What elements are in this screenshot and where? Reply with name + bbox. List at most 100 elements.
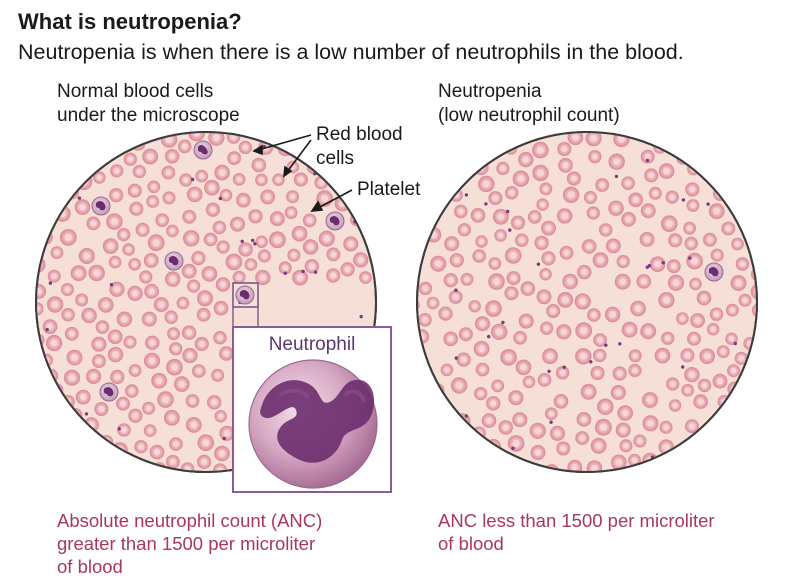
platelet: [589, 360, 593, 364]
red-blood-cell-center: [714, 252, 721, 258]
neutropenia-blood-field: [416, 131, 758, 473]
red-blood-cell-center: [690, 257, 699, 265]
red-blood-cell-center: [479, 320, 486, 328]
red-blood-cell-center: [492, 277, 501, 286]
red-blood-cell-center: [422, 316, 428, 323]
platelet: [313, 270, 318, 274]
platelet: [547, 369, 551, 373]
red-blood-cell-center: [688, 240, 695, 247]
red-blood-cell-center: [561, 145, 568, 153]
red-blood-cell-center: [665, 220, 673, 228]
red-blood-cell-center: [728, 335, 735, 342]
red-blood-cell-center: [165, 169, 172, 176]
neutrophil-cell: [704, 262, 724, 282]
platelet: [84, 412, 89, 416]
red-blood-cell-center: [172, 345, 179, 352]
red-blood-cell-center: [216, 224, 223, 231]
red-blood-cell-center: [517, 334, 524, 341]
neutrophil-cell: [235, 285, 255, 305]
red-blood-cell-center: [195, 367, 202, 375]
red-blood-cell-center: [79, 393, 87, 401]
neutrophil-cell: [91, 196, 111, 216]
red-blood-cell-center: [307, 243, 314, 251]
red-blood-cell-center: [637, 438, 643, 444]
platelet: [464, 414, 469, 418]
red-blood-cell-center: [157, 301, 165, 308]
red-blood-cell-center: [264, 193, 272, 201]
red-blood-cell-center: [182, 177, 189, 183]
red-blood-cell-center: [347, 240, 355, 248]
red-blood-cell-center: [462, 331, 470, 338]
red-blood-cell-center: [692, 281, 699, 287]
red-blood-cell-center: [585, 243, 593, 250]
red-blood-cell-center: [139, 226, 146, 233]
red-blood-cell-center: [492, 195, 499, 202]
red-blood-cell-center: [595, 442, 603, 450]
red-blood-cell-center: [590, 311, 598, 319]
red-blood-cell-center: [79, 203, 86, 211]
red-blood-cell-center: [599, 423, 608, 432]
red-blood-cell-center: [242, 144, 249, 151]
red-blood-cell-center: [119, 400, 127, 407]
neutrophil-cell: [325, 211, 345, 231]
red-blood-cell-center: [95, 358, 102, 365]
red-blood-cell-center: [169, 275, 177, 283]
red-blood-cell-center: [200, 458, 208, 466]
red-blood-cell-center: [477, 390, 484, 397]
red-blood-cell-center: [186, 352, 194, 359]
red-blood-cell-center: [648, 172, 655, 179]
red-blood-cell-center: [127, 339, 133, 345]
red-blood-cell-center: [133, 205, 140, 212]
platelet: [549, 420, 553, 424]
red-blood-cell-center: [230, 258, 238, 266]
red-blood-cell-center: [102, 301, 110, 309]
red-blood-cell-center: [664, 335, 671, 342]
red-blood-cell-center: [494, 383, 501, 389]
red-blood-cell-center: [700, 294, 708, 302]
red-blood-cell-center: [51, 273, 58, 280]
red-blood-cell-center: [200, 311, 207, 318]
red-blood-cell-center: [201, 294, 209, 302]
red-blood-cell-center: [662, 296, 671, 304]
red-blood-cell-center: [476, 252, 483, 260]
red-blood-cell-center: [646, 396, 654, 404]
red-blood-cell-center: [146, 153, 154, 160]
red-blood-cell-center: [110, 217, 119, 226]
red-blood-cell-center: [113, 285, 121, 293]
red-blood-cell-center: [579, 352, 587, 360]
red-blood-cell-center: [512, 394, 520, 402]
red-blood-cell-center: [730, 367, 737, 374]
red-blood-cell-center: [166, 195, 172, 201]
red-blood-cell-center: [536, 169, 545, 177]
neutrophil-nucleus: [260, 379, 375, 463]
red-blood-cell-center: [626, 326, 634, 334]
red-blood-cell-center: [113, 192, 120, 199]
red-blood-cell-center: [632, 352, 639, 359]
red-blood-cell-center: [190, 283, 197, 290]
platelet: [508, 228, 512, 232]
red-blood-cell-center: [93, 269, 101, 277]
red-blood-cell: [454, 413, 471, 429]
red-blood-cell-center: [545, 224, 552, 232]
red-blood-cell-center: [296, 274, 304, 282]
red-blood-cell-center: [561, 296, 569, 304]
red-blood-cell-center: [499, 165, 506, 172]
red-blood-cell-center: [697, 398, 704, 405]
red-blood-cell-center: [289, 193, 296, 200]
red-blood-cell-center: [654, 260, 662, 268]
red-blood-cell-center: [169, 458, 176, 465]
red-blood-cell-center: [453, 257, 460, 264]
red-blood-cell-center: [512, 439, 520, 448]
red-blood-cell-center: [610, 242, 617, 250]
red-blood-cell-center: [540, 293, 548, 301]
platelet: [301, 269, 305, 274]
platelet: [706, 202, 710, 206]
platelet: [506, 209, 510, 214]
red-blood-cell-center: [658, 352, 667, 360]
red-blood-cell-center: [208, 184, 216, 192]
red-blood-cell-center: [147, 257, 155, 264]
red-blood-cell-center: [51, 300, 59, 309]
red-blood-cell-center: [560, 328, 568, 336]
red-blood-cell-center: [155, 377, 163, 385]
red-blood-cell-center: [738, 355, 745, 362]
